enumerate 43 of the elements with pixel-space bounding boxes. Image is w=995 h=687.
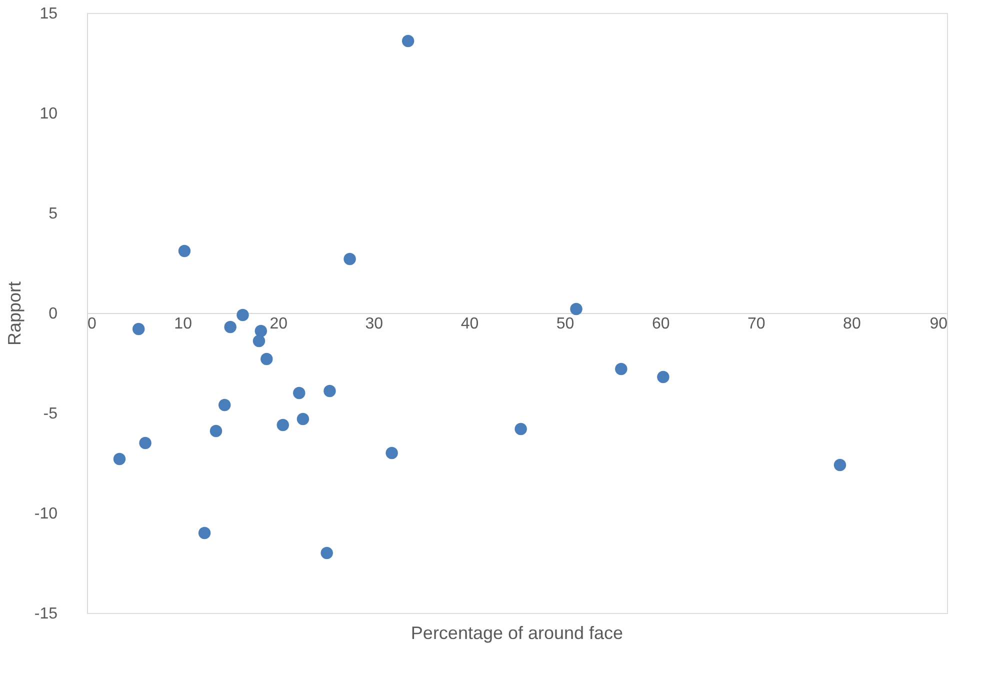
point [218,398,231,412]
point [344,252,356,266]
point [210,424,222,438]
x-tick-label: 0 [88,316,96,332]
x-tick-label: 30 [365,316,384,332]
point [615,362,628,376]
x-tick-label: 80 [843,316,861,332]
point [324,384,336,398]
point [834,458,846,472]
x-tick-label: 20 [270,316,288,332]
x-tick-label: 70 [747,316,766,332]
point [514,422,527,436]
point [402,34,414,48]
point [252,334,266,348]
point [113,452,126,466]
point [293,386,306,400]
x-tick-label: 40 [460,316,479,332]
y-tick-label: -15 [34,606,58,622]
point [224,320,236,334]
x-tick-label: 60 [652,316,670,332]
x-tick-label: 90 [930,316,948,332]
y-tick-label: 10 [40,106,58,122]
point [296,412,310,426]
point [139,436,152,450]
point [178,244,191,258]
point [198,526,211,540]
point [236,308,249,322]
point [657,370,670,384]
x-tick-label: 10 [174,316,192,332]
point [276,418,290,432]
y-tick-label: -10 [34,506,58,522]
point [386,446,398,460]
point [132,322,145,336]
point [254,324,268,338]
x-tick-label: 50 [556,316,574,332]
y-tick-label: -5 [43,406,58,422]
x-axis-title: Percentage of around face [410,623,624,643]
y-axis-title: Rapport [4,281,24,346]
point [570,302,582,316]
y-tick-label: 5 [48,206,58,222]
point [320,546,333,560]
point [260,352,273,366]
y-tick-label: 15 [40,6,58,22]
